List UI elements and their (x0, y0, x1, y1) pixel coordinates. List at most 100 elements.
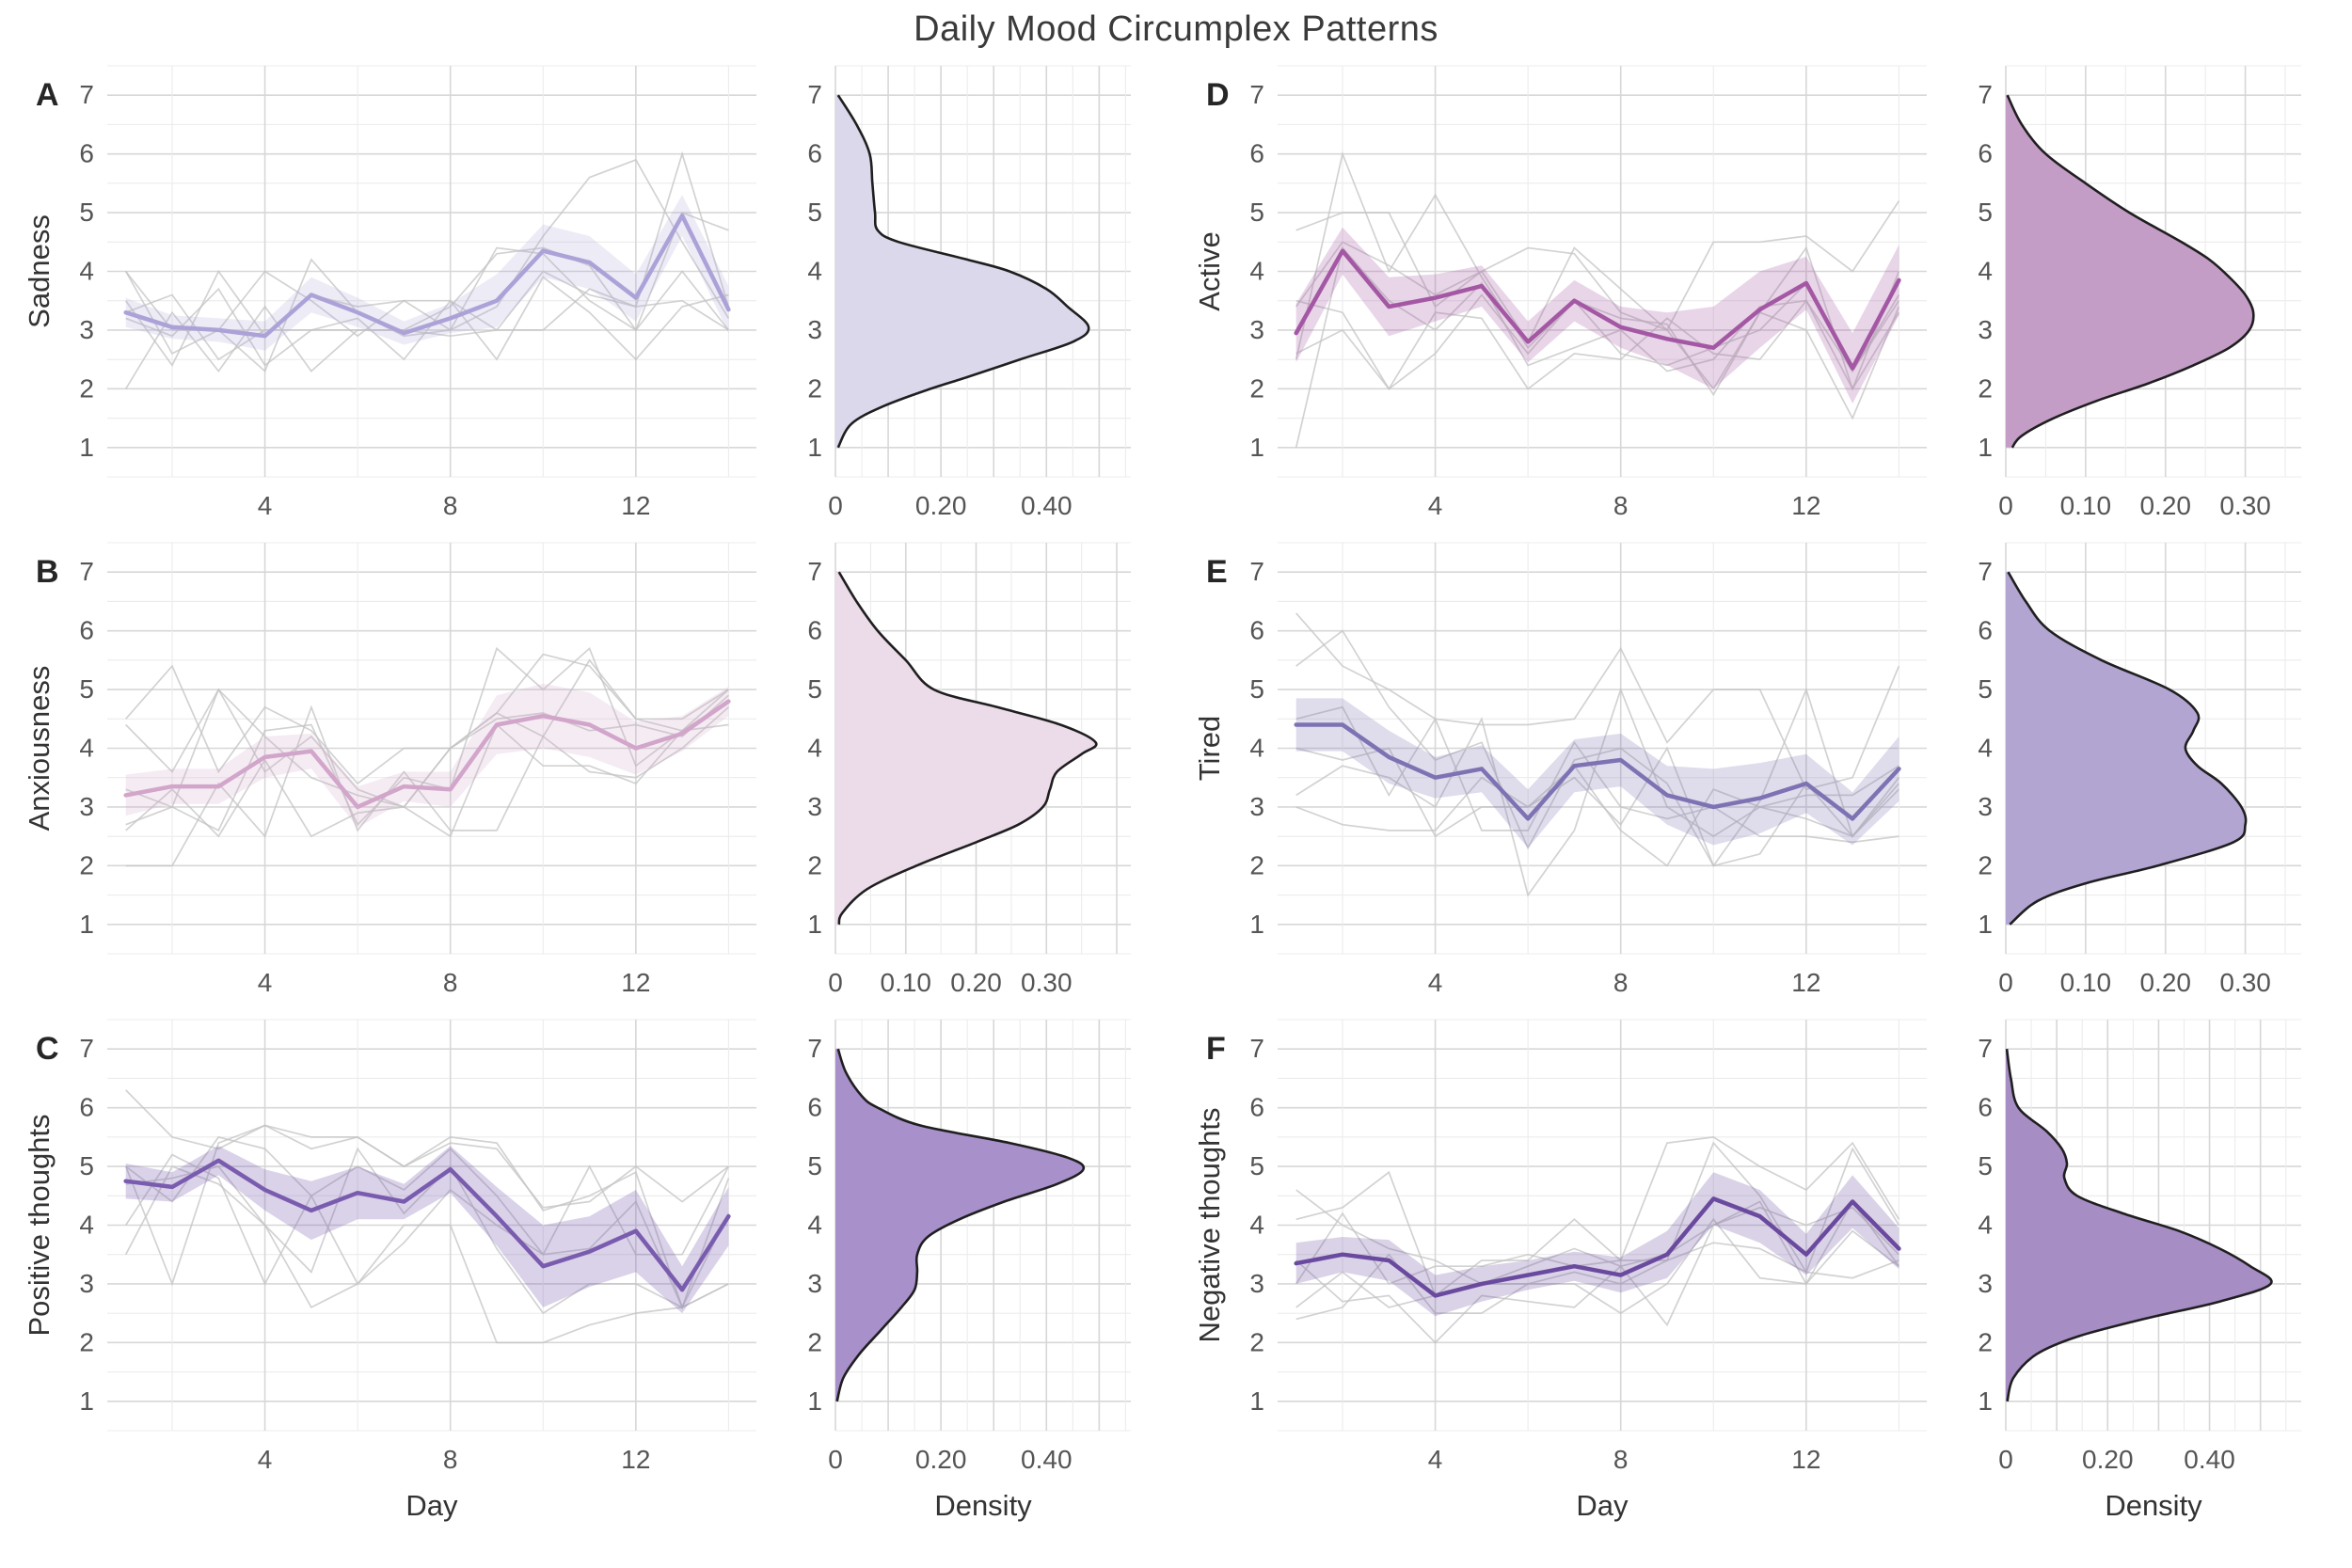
svg-text:0.20: 0.20 (2139, 491, 2191, 520)
svg-text:7: 7 (807, 80, 822, 109)
svg-text:8: 8 (1613, 968, 1629, 997)
svg-text:0.30: 0.30 (2219, 491, 2271, 520)
svg-text:5: 5 (807, 1151, 822, 1180)
svg-text:4: 4 (79, 734, 94, 763)
x-axis-title-day: Day (1576, 1489, 1629, 1522)
svg-text:0.40: 0.40 (2184, 1445, 2235, 1474)
svg-text:3: 3 (807, 1269, 822, 1298)
panel-pair-A: 1 2 3 4 5 6 7 4 8 12 A Sadness 1 2 3 4 5 6 7 0 0.20 0.40 (17, 51, 1163, 526)
svg-text:2: 2 (1249, 373, 1264, 403)
svg-text:1: 1 (79, 433, 94, 462)
svg-text:8: 8 (443, 491, 458, 520)
svg-text:5: 5 (79, 674, 94, 704)
svg-text:12: 12 (621, 491, 650, 520)
svg-text:0: 0 (828, 491, 843, 520)
svg-text:3: 3 (79, 792, 94, 821)
svg-text:4: 4 (1978, 257, 1993, 286)
svg-text:7: 7 (79, 80, 94, 109)
svg-text:7: 7 (79, 557, 94, 586)
svg-text:4: 4 (1249, 734, 1264, 763)
svg-text:6: 6 (79, 139, 94, 168)
svg-text:0.10: 0.10 (2060, 968, 2112, 997)
y-axis-title-E: Tired (1193, 716, 1226, 781)
y-axis-title-D: Active (1193, 231, 1226, 310)
svg-text:7: 7 (1978, 1034, 1993, 1063)
svg-text:6: 6 (1249, 139, 1264, 168)
svg-text:3: 3 (807, 315, 822, 344)
panel-C-density-plot: 1 2 3 4 5 6 7 0 0.20 0.40 Density (807, 1019, 1131, 1522)
svg-text:2: 2 (807, 1327, 822, 1356)
panel-letter-A: A (36, 77, 59, 113)
panel-E-density-plot: 1 2 3 4 5 6 7 0 0.10 0.20 0.30 (1978, 542, 2301, 997)
svg-text:5: 5 (1249, 1151, 1264, 1180)
panel-letter-E: E (1206, 554, 1228, 590)
panel-letter-C: C (36, 1031, 59, 1067)
svg-text:4: 4 (79, 257, 94, 286)
svg-text:4: 4 (1428, 491, 1443, 520)
svg-text:5: 5 (1978, 198, 1993, 227)
svg-text:4: 4 (1428, 1445, 1443, 1474)
svg-text:3: 3 (1978, 792, 1993, 821)
svg-text:4: 4 (1978, 1211, 1993, 1240)
svg-text:8: 8 (443, 968, 458, 997)
svg-text:2: 2 (807, 850, 822, 879)
svg-text:6: 6 (79, 1093, 94, 1122)
svg-text:0: 0 (828, 1445, 843, 1474)
svg-text:12: 12 (1791, 968, 1820, 997)
svg-text:4: 4 (1249, 257, 1264, 286)
svg-text:4: 4 (1428, 968, 1443, 997)
svg-text:6: 6 (1249, 1093, 1264, 1122)
svg-text:1: 1 (79, 1386, 94, 1416)
panel-B-density-plot: 1 2 3 4 5 6 7 0 0.10 0.20 0.30 (807, 542, 1131, 997)
svg-text:0: 0 (1998, 1445, 2013, 1474)
svg-text:0.10: 0.10 (881, 968, 932, 997)
svg-text:4: 4 (1249, 1211, 1264, 1240)
svg-text:6: 6 (807, 616, 822, 645)
panel-D-density-plot: 1 2 3 4 5 6 7 0 0.10 0.20 0.30 (1978, 65, 2301, 520)
panel-pair-B: 1 2 3 4 5 6 7 4 8 12 B Anxiousness 1 2 3 4 5 6 7 0 0.10 0.20… (17, 528, 1163, 1003)
svg-text:7: 7 (1978, 557, 1993, 586)
svg-text:2: 2 (79, 1327, 94, 1356)
svg-text:1: 1 (1978, 910, 1993, 939)
svg-text:2: 2 (807, 373, 822, 403)
svg-text:6: 6 (1978, 139, 1993, 168)
svg-text:5: 5 (79, 198, 94, 227)
y-axis-title-A: Sadness (23, 214, 56, 328)
svg-text:3: 3 (1978, 1269, 1993, 1298)
svg-text:12: 12 (621, 1445, 650, 1474)
svg-text:3: 3 (1978, 315, 1993, 344)
panel-letter-B: B (36, 554, 59, 590)
svg-text:1: 1 (1249, 910, 1264, 939)
svg-text:0: 0 (828, 968, 843, 997)
svg-text:0.30: 0.30 (1021, 968, 1073, 997)
svg-text:0.10: 0.10 (2060, 491, 2112, 520)
panel-F-density-plot: 1 2 3 4 5 6 7 0 0.20 0.40 Density (1978, 1019, 2301, 1522)
svg-text:7: 7 (1249, 557, 1264, 586)
svg-text:0.20: 0.20 (2082, 1445, 2134, 1474)
svg-text:3: 3 (79, 315, 94, 344)
svg-text:3: 3 (1249, 315, 1264, 344)
panel-pair-D: 1 2 3 4 5 6 7 4 8 12 D Active 1 2 3 4 5 6 7 0 0.10 0.20 0.30 (1187, 51, 2333, 526)
svg-text:4: 4 (258, 1445, 273, 1474)
svg-text:1: 1 (807, 433, 822, 462)
svg-text:7: 7 (79, 1034, 94, 1063)
svg-text:12: 12 (1791, 1445, 1820, 1474)
svg-text:0: 0 (1998, 968, 2013, 997)
svg-text:2: 2 (1978, 1327, 1993, 1356)
svg-text:4: 4 (807, 734, 822, 763)
figure-title: Daily Mood Circumplex Patterns (914, 9, 1438, 49)
svg-text:3: 3 (79, 1269, 94, 1298)
svg-text:1: 1 (1978, 433, 1993, 462)
x-axis-title-density: Density (2105, 1489, 2202, 1522)
svg-text:5: 5 (1978, 674, 1993, 704)
svg-text:0.20: 0.20 (915, 491, 967, 520)
svg-text:0.30: 0.30 (2219, 968, 2271, 997)
panel-A-density-plot: 1 2 3 4 5 6 7 0 0.20 0.40 (807, 65, 1131, 520)
